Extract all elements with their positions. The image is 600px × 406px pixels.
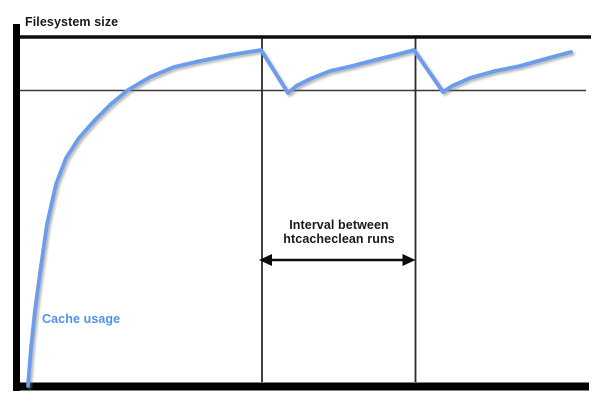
- y-axis-label: Filesystem size: [25, 15, 119, 29]
- x-axis-bar: [13, 382, 589, 391]
- interval-annotation-line1: Interval between: [289, 218, 389, 232]
- cache-usage-curve: [26, 48, 573, 388]
- interval-arrow-head-left: [259, 254, 272, 266]
- interval-arrow: [259, 254, 416, 266]
- interval-annotation-label: Interval between htcacheclean runs: [262, 218, 416, 246]
- interval-annotation-line2: htcacheclean runs: [283, 231, 395, 246]
- interval-arrow-head-right: [402, 254, 416, 266]
- y-axis-bar: [13, 24, 20, 391]
- cache-usage-label: Cache usage: [42, 312, 121, 326]
